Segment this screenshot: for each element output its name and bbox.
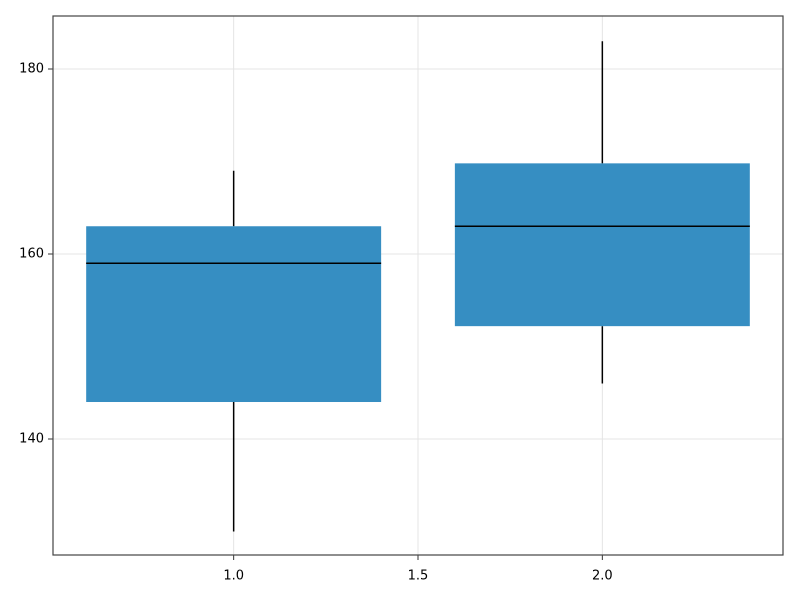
y-tick-label: 140	[19, 432, 44, 447]
y-tick-label: 160	[19, 247, 44, 262]
x-tick-label: 2.0	[592, 569, 613, 584]
x-tick-label: 1.5	[408, 569, 429, 584]
x-tick-label: 1.0	[223, 569, 244, 584]
box	[86, 226, 382, 403]
box	[454, 163, 750, 327]
y-tick-label: 180	[19, 62, 44, 77]
plot-frame	[52, 15, 784, 556]
